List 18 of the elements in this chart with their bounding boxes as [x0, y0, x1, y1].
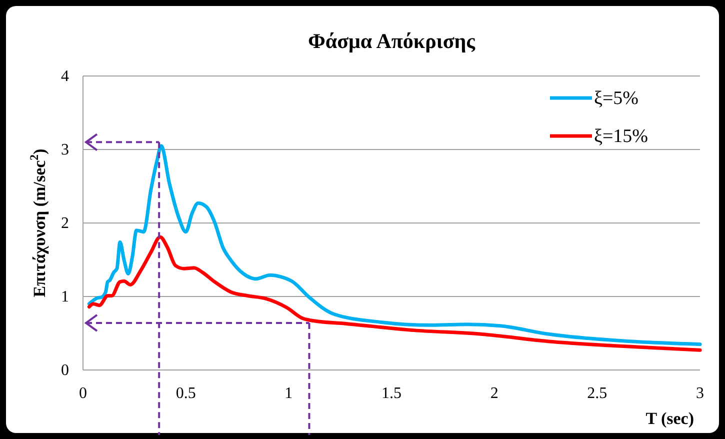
y-tick-label: 1: [61, 288, 69, 306]
x-tick-label: 1.5: [382, 385, 402, 402]
line-series: [87, 235, 702, 352]
y-tick-label: 3: [61, 142, 69, 158]
x-axis-title: T (sec): [646, 409, 694, 428]
x-tick-label: 0.5: [176, 385, 196, 402]
legend-label: ξ=15%: [594, 126, 648, 147]
x-tick-label: 0: [79, 385, 87, 402]
chart-title: Φάσμα Απόκρισης: [308, 29, 476, 53]
x-tick-label: 3: [696, 385, 704, 402]
line-series: [87, 144, 702, 346]
legend-label: ξ=5%: [594, 88, 639, 109]
y-tick-label: 4: [61, 68, 69, 85]
x-tick-label: 2.5: [587, 385, 608, 402]
x-tick-label: 2: [490, 385, 498, 402]
y-tick-label: 0: [61, 362, 69, 379]
y-tick-label: 2: [61, 215, 69, 232]
x-tick-label: 1: [284, 385, 293, 402]
